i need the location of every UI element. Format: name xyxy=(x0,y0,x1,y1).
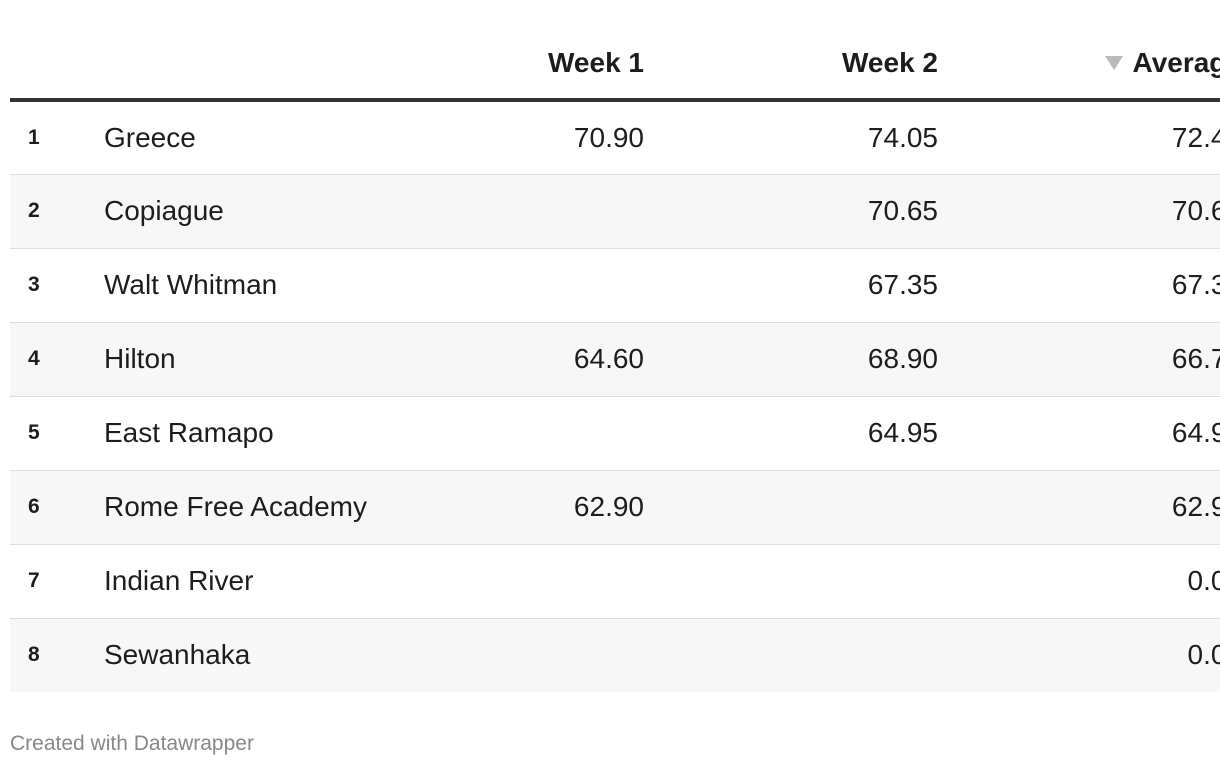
week-2-cell: 74.05 xyxy=(867,121,938,153)
average-cell: 67.35 xyxy=(954,247,1220,322)
week-1-cell xyxy=(460,395,660,470)
average-cell: 62.90 xyxy=(954,469,1220,544)
week-1-cell: 70.90 xyxy=(573,121,644,153)
week-1-cell: 64.60 xyxy=(460,321,660,396)
week-2-cell: 67.35 xyxy=(660,247,954,322)
rank-cell: 1 xyxy=(28,125,40,149)
header-average[interactable]: Average xyxy=(954,28,1220,102)
week-1-cell xyxy=(460,543,660,618)
name-cell: Copiague xyxy=(103,173,460,248)
header-week-2[interactable]: Week 2 xyxy=(660,28,954,102)
name-cell: Hilton xyxy=(103,321,460,396)
header-week-1[interactable]: Week 1 xyxy=(460,28,660,102)
data-table: Week 1 Week 2 Average 1 Greece 70.90 74.05 7… xyxy=(10,28,1220,692)
week-1-cell xyxy=(460,173,660,248)
average-cell: 0.00 xyxy=(954,617,1220,692)
header-week-1-label: Week 1 xyxy=(548,47,644,78)
week-1-cell xyxy=(460,617,660,692)
average-cell: 0.00 xyxy=(954,543,1220,618)
week-2-cell xyxy=(660,617,954,692)
rank-cell: 2 xyxy=(10,173,103,248)
rank-cell: 5 xyxy=(10,395,103,470)
week-2-cell: 64.95 xyxy=(660,395,954,470)
rank-cell: 7 xyxy=(10,543,103,618)
table-row: 1 Greece 70.90 74.05 72.48 xyxy=(10,100,1220,174)
name-cell: Greece xyxy=(104,121,196,153)
header-rank xyxy=(10,28,103,102)
data-table-container: Week 1 Week 2 Average 1 Greece 70.90 74.05 7… xyxy=(10,28,1220,692)
header-name xyxy=(103,28,460,102)
week-2-cell: 68.90 xyxy=(660,321,954,396)
week-2-cell: 70.65 xyxy=(660,173,954,248)
average-cell: 72.48 xyxy=(1171,121,1220,153)
header-row: Week 1 Week 2 Average xyxy=(10,28,1220,102)
name-cell: Indian River xyxy=(103,543,460,618)
sort-descending-icon xyxy=(1104,55,1123,70)
average-cell: 66.75 xyxy=(954,321,1220,396)
week-1-cell: 62.90 xyxy=(460,469,660,544)
rank-cell: 6 xyxy=(10,469,103,544)
average-cell: 64.95 xyxy=(954,395,1220,470)
name-cell: Sewanhaka xyxy=(103,617,460,692)
name-cell: Walt Whitman xyxy=(103,247,460,322)
week-2-cell xyxy=(660,543,954,618)
name-cell: East Ramapo xyxy=(103,395,460,470)
week-1-cell xyxy=(460,247,660,322)
rank-cell: 8 xyxy=(10,617,103,692)
footer-credit: Created with Datawrapper xyxy=(10,732,254,755)
header-week-2-label: Week 2 xyxy=(842,47,938,78)
header-average-label: Average xyxy=(1132,47,1220,78)
name-cell: Rome Free Academy xyxy=(103,469,460,544)
average-cell: 70.65 xyxy=(954,173,1220,248)
week-2-cell xyxy=(660,469,954,544)
rank-cell: 4 xyxy=(10,321,103,396)
table-header: Week 1 Week 2 Average xyxy=(10,28,1220,102)
rank-cell: 3 xyxy=(10,247,103,322)
